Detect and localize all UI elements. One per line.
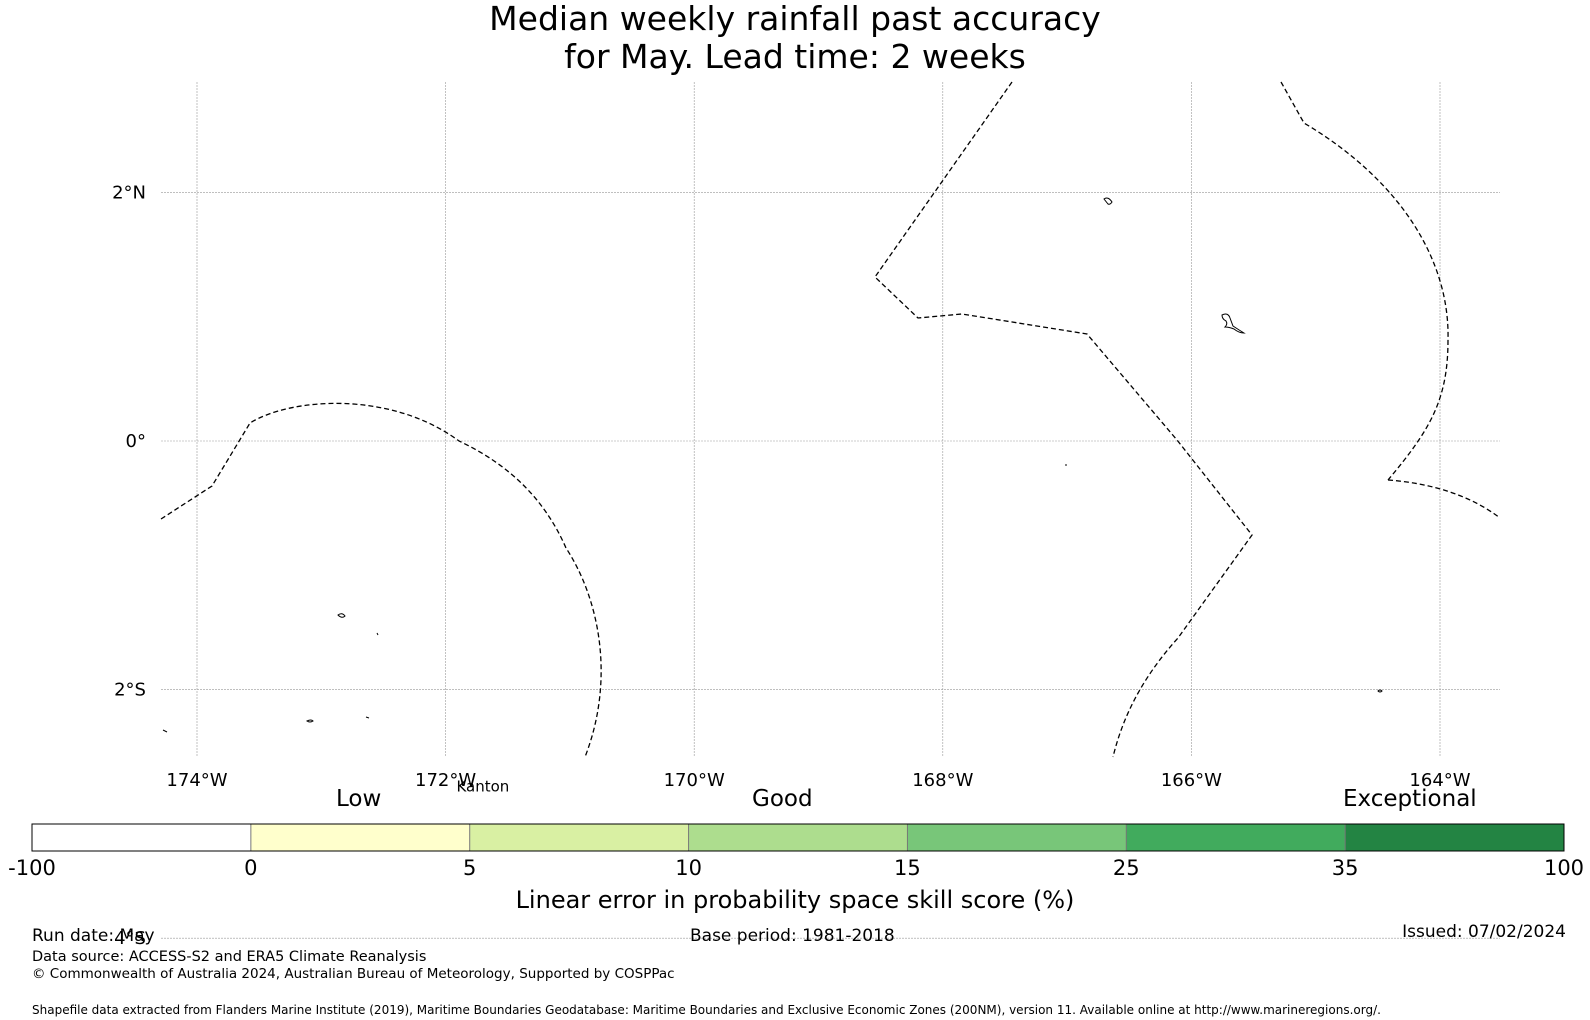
colorbar-cell <box>250 824 470 851</box>
island-kiritimati <box>1221 313 1246 334</box>
title-line-1: Median weekly rainfall past accuracy <box>489 0 1101 38</box>
shapefile-credit: Shapefile data extracted from Flanders M… <box>32 1003 1381 1017</box>
island-small-2 <box>306 719 314 723</box>
run-date: Run date: May <box>32 926 155 946</box>
chart-title: Median weekly rainfall past accuracy for… <box>0 0 1590 76</box>
category-low: Low <box>336 786 382 812</box>
category-good: Good <box>752 786 813 812</box>
colorbar-tick-label: 0 <box>244 856 257 880</box>
issued-date: Issued: 07/02/2024 <box>1402 922 1566 942</box>
copyright: © Commonwealth of Australia 2024, Austra… <box>32 966 675 982</box>
eez-boundary-phoenix <box>160 402 602 758</box>
data-source: Data source: ACCESS-S2 and ERA5 Climate … <box>32 949 427 965</box>
colorbar-tick-label: -100 <box>8 856 56 880</box>
lon-tick-label: 172°W <box>415 770 476 791</box>
base-period: Base period: 1981-2018 <box>690 926 895 946</box>
lon-tick-label: 164°W <box>1409 770 1470 791</box>
colorbar-tick-label: 25 <box>1113 856 1140 880</box>
colorbar-cell <box>1345 824 1564 851</box>
lon-tick-label: 170°W <box>664 770 725 791</box>
colorbar-label: Linear error in probability space skill … <box>515 886 1075 914</box>
place-label: Kanton <box>456 778 509 796</box>
eez-boundary-southeast <box>1387 479 1501 519</box>
colorbar-tick-label: 5 <box>463 856 476 880</box>
lat-tick-label: 2°S <box>114 680 146 701</box>
lon-tick-label: 166°W <box>1161 770 1222 791</box>
island-small-6 <box>1377 689 1383 693</box>
colorbar-cell <box>469 824 689 851</box>
lat-tick-label: 0° <box>126 431 146 452</box>
lat-tick-label: 2°N <box>112 182 146 203</box>
colorbar-tick-label: 35 <box>1332 856 1359 880</box>
eez-boundary-line-islands-east <box>1280 81 1449 481</box>
island-small-1 <box>376 632 379 636</box>
colorbar-cell <box>688 824 908 851</box>
lat-tick-label: 4°S <box>114 928 146 949</box>
colorbar-cell <box>32 824 251 851</box>
colorbar-frame <box>31 823 1565 852</box>
title-line-2: for May. Lead time: 2 weeks <box>564 37 1026 76</box>
colorbar-cell <box>1126 824 1346 851</box>
longitude-labels: 174°W172°W170°W168°W166°W164°W162°W160°W… <box>166 770 1470 791</box>
lon-tick-label: 168°W <box>912 770 973 791</box>
eez-boundary-line-islands-west <box>874 81 1253 758</box>
place-labels: TerainaTabuaeranKiritimatiKanton <box>456 778 509 796</box>
lon-tick-label: 174°W <box>166 770 227 791</box>
colorbar-tick-label: 100 <box>1544 856 1584 880</box>
colorbar: -100 0 5 10 15 25 35 100 <box>8 823 1584 880</box>
island-small-4 <box>162 729 168 733</box>
colorbar-cell <box>907 824 1127 851</box>
island-small-3 <box>365 716 370 719</box>
category-exceptional: Exceptional <box>1343 786 1477 812</box>
colorbar-tick-label: 10 <box>675 856 702 880</box>
island-kanton <box>337 613 346 618</box>
gridlines <box>161 82 1500 939</box>
latitude-labels: 4°N2°N0°2°S4°S <box>112 182 146 949</box>
colorbar-tick-label: 15 <box>894 856 921 880</box>
island-tabuaeran <box>1103 197 1113 205</box>
